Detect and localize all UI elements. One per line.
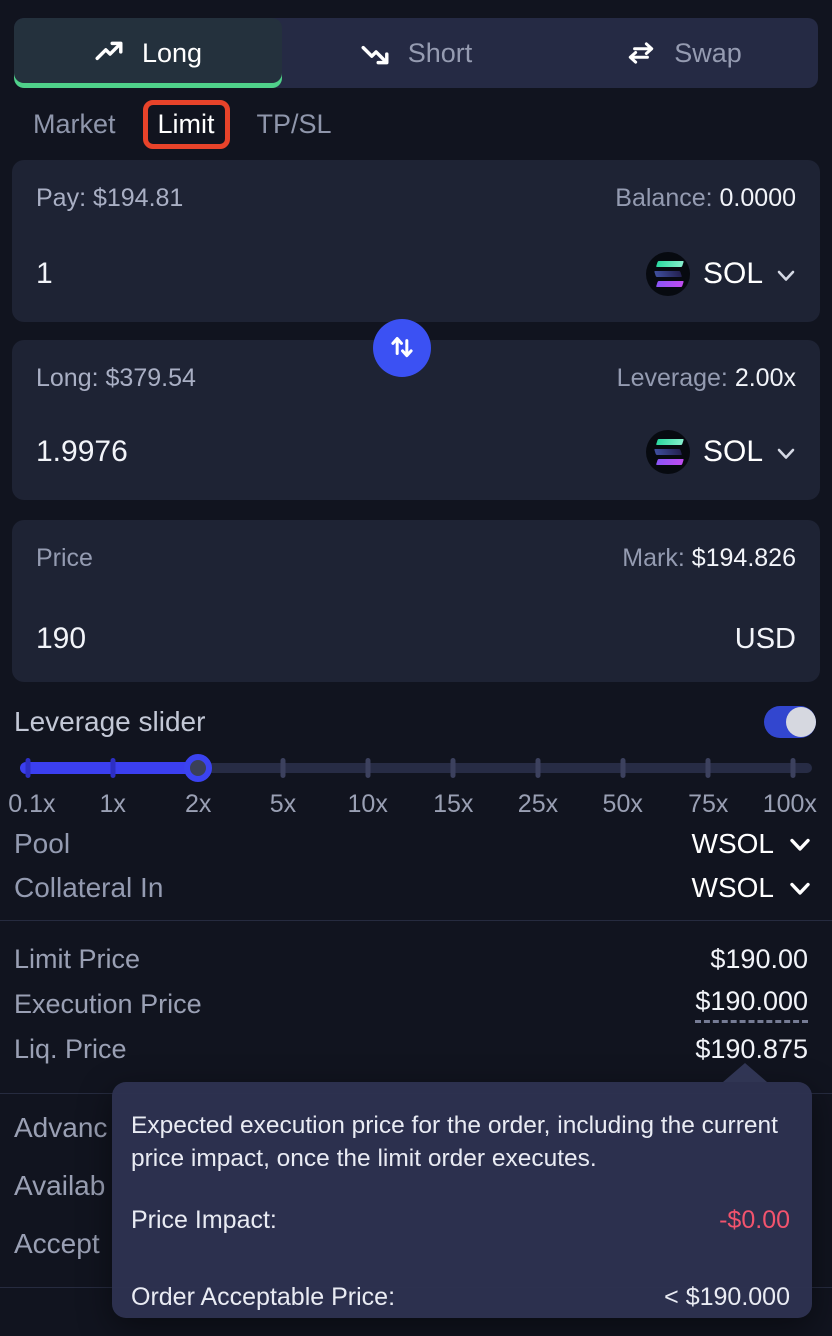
execution-price-tooltip: Expected execution price for the order, … — [112, 1063, 812, 1318]
mark-2x[interactable]: 2x — [184, 790, 212, 818]
swap-vertical-icon — [387, 331, 417, 366]
collateral-value-label: WSOL — [691, 872, 774, 903]
limit-price-card: Price Mark: $194.826 190 USD — [12, 520, 820, 682]
pool-select[interactable]: WSOL — [692, 828, 812, 860]
long-token-select[interactable]: SOL — [645, 430, 796, 474]
price-impact-value: -$0.00 — [719, 1206, 790, 1234]
mark-5x[interactable]: 5x — [269, 790, 297, 818]
tooltip-arrow — [723, 1063, 767, 1082]
pay-card: Pay: $194.81 Balance: 0.0000 1 SOL — [12, 160, 820, 322]
acceptable-price-row: Accept — [14, 1228, 100, 1259]
tab-short[interactable]: Short — [282, 18, 550, 88]
price-impact-label: Price Impact: — [131, 1206, 277, 1234]
mark-1x[interactable]: 1x — [99, 790, 126, 818]
tab-swap-label: Swap — [674, 37, 742, 68]
mark-price-value[interactable]: $194.826 — [691, 544, 796, 572]
execution-price-row: Execution Price $190.000 — [0, 982, 832, 1027]
mark-10x[interactable]: 10x — [347, 790, 388, 818]
price-label: Price — [36, 544, 93, 572]
tab-market[interactable]: Market — [33, 108, 116, 139]
leverage-value: 2.00x — [734, 364, 796, 392]
tab-limit[interactable]: Limit — [157, 108, 215, 139]
long-amount-input[interactable]: 1.9976 — [36, 435, 128, 468]
advanced-section: Advanc Availab Accept — [0, 1099, 832, 1273]
price-input[interactable]: 190 — [36, 622, 87, 655]
tab-long-label: Long — [141, 37, 203, 68]
mark-75x[interactable]: 75x — [688, 790, 729, 818]
slider-track[interactable] — [20, 763, 812, 773]
tab-short-label: Short — [407, 37, 473, 68]
long-amount-usd: Long: $379.54 — [36, 364, 196, 392]
order-info-section: Limit Price $190.00 Execution Price $190… — [0, 937, 832, 1072]
mark-100x[interactable]: 100x — [762, 790, 817, 818]
advanced-header[interactable]: Advanc — [14, 1112, 108, 1143]
liq-price-row: Liq. Price $190.875 — [14, 1034, 808, 1064]
acceptable-price-label: Order Acceptable Price: — [131, 1283, 396, 1311]
collateral-label: Collateral In — [14, 872, 164, 903]
pay-amount-input[interactable]: 1 — [36, 257, 53, 290]
balance-label: Balance: — [615, 184, 713, 212]
price-unit: USD — [734, 622, 796, 655]
solana-logo — [645, 252, 690, 296]
available-liquidity-row: Availab — [14, 1170, 106, 1201]
leverage-value-label: Leverage: — [616, 364, 728, 392]
chevron-down-icon — [788, 828, 812, 860]
acceptable-price-value: < $190.000 — [664, 1283, 790, 1311]
mark-15x[interactable]: 15x — [433, 790, 474, 818]
execution-price-value[interactable]: $190.000 — [695, 986, 808, 1023]
mark-50x[interactable]: 50x — [602, 790, 643, 818]
tab-long[interactable]: Long — [14, 18, 282, 88]
pay-amount-usd: Pay: $194.81 — [36, 184, 184, 212]
trending-down-icon — [360, 38, 390, 68]
leverage-slider[interactable] — [20, 754, 812, 782]
tooltip-description: Expected execution price for the order, … — [131, 1112, 778, 1172]
leverage-slider-toggle[interactable] — [764, 706, 816, 738]
toggle-knob — [786, 707, 816, 737]
mark-0.1x[interactable]: 0.1x — [8, 790, 56, 818]
divider — [0, 920, 832, 921]
collateral-select[interactable]: WSOL — [692, 872, 812, 904]
mark-25x[interactable]: 25x — [517, 790, 559, 818]
trending-up-icon — [94, 38, 124, 68]
mark-price-label: Mark: — [622, 544, 685, 572]
chevron-down-icon — [776, 435, 796, 469]
pay-token-label: SOL — [702, 257, 763, 290]
order-type-tabs: Market Limit TP/SL — [0, 88, 832, 150]
slider-fill — [20, 762, 199, 774]
balance-value[interactable]: 0.0000 — [719, 184, 796, 212]
pool-value-label: WSOL — [691, 828, 774, 859]
tab-tpsl[interactable]: TP/SL — [256, 108, 332, 139]
tab-swap[interactable]: Swap — [550, 18, 818, 88]
flip-pay-long-button[interactable] — [373, 319, 431, 377]
limit-price-row: Limit Price $190.00 — [14, 944, 808, 974]
slider-handle[interactable] — [184, 754, 213, 782]
pay-token-select[interactable]: SOL — [645, 252, 796, 296]
pool-label: Pool — [14, 828, 71, 859]
direction-tab-bar: Long Short Swap — [14, 18, 818, 88]
swap-horizontal-icon — [626, 38, 656, 68]
chevron-down-icon — [788, 872, 812, 904]
long-token-label: SOL — [702, 435, 763, 468]
slider-mark-labels: 0.1x 1x 2x 5x 10x 15x 25x 50x 75x 100x — [8, 790, 817, 822]
chevron-down-icon — [776, 257, 796, 291]
solana-logo — [645, 430, 690, 474]
leverage-slider-label: Leverage slider — [14, 706, 206, 737]
